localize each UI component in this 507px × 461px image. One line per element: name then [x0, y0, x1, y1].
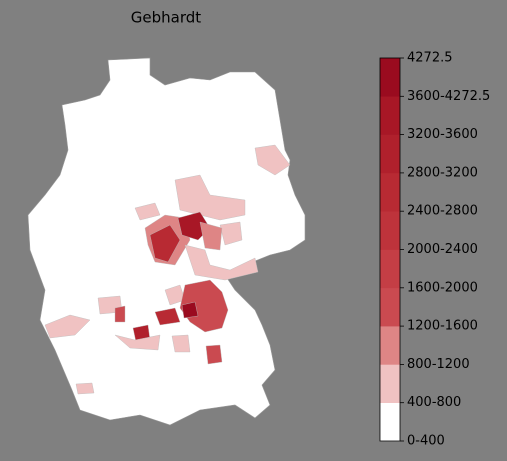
legend-label: 2400-2800	[407, 204, 478, 219]
region	[75, 382, 95, 395]
map-title: Gebhardt	[131, 9, 201, 27]
legend-swatch	[380, 287, 400, 327]
region	[174, 174, 246, 221]
region	[219, 221, 243, 246]
legend-label: 3200-3600	[407, 127, 478, 142]
legend-label: 3600-4272.5	[407, 89, 490, 104]
legend-label: 4272.5	[407, 51, 453, 66]
region	[134, 202, 161, 221]
legend-label: 2800-3200	[407, 165, 478, 180]
region	[149, 224, 181, 263]
legend-swatch	[380, 211, 400, 250]
legend-swatch	[380, 134, 400, 174]
region	[254, 144, 291, 176]
legend-label: 1200-1600	[407, 319, 478, 334]
legend-label: 0-400	[407, 434, 445, 449]
region	[114, 334, 161, 351]
color-legend: 0-400 400-800 800-1200 1200-1600 1600-2000 20…	[379, 51, 490, 449]
legend-swatch	[380, 402, 400, 442]
region	[154, 307, 181, 326]
legend-label: 800-1200	[407, 357, 470, 372]
region	[184, 244, 259, 281]
region	[199, 221, 223, 251]
region	[181, 301, 199, 319]
legend-label: 2000-2400	[407, 242, 478, 257]
legend-label: 400-800	[407, 395, 461, 410]
region	[44, 314, 91, 339]
legend-swatch	[380, 96, 400, 135]
region	[114, 305, 126, 323]
legend-swatch	[380, 364, 400, 403]
germany-map	[27, 57, 306, 426]
region	[171, 334, 191, 353]
legend-swatch	[380, 249, 400, 289]
region	[205, 344, 223, 365]
legend-swatch	[380, 58, 400, 97]
legend-swatch	[380, 172, 400, 212]
legend-label: 1600-2000	[407, 280, 478, 295]
legend-swatch	[380, 326, 400, 365]
